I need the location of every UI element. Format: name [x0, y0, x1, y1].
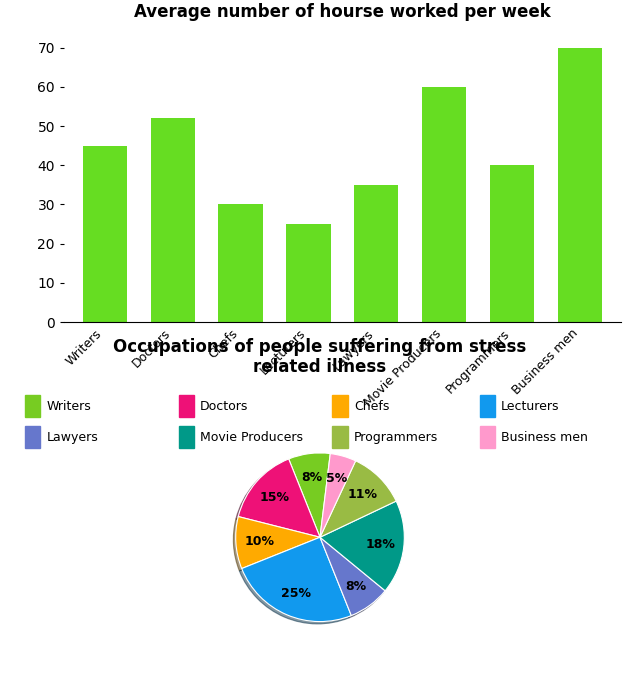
Text: Programmers: Programmers — [354, 431, 438, 444]
Bar — [179, 395, 194, 417]
Wedge shape — [289, 453, 330, 537]
Bar — [25, 395, 40, 417]
Title: Average number of hourse worked per week: Average number of hourse worked per week — [134, 3, 551, 21]
Wedge shape — [320, 537, 385, 615]
Wedge shape — [320, 501, 404, 591]
Text: Doctors: Doctors — [200, 400, 248, 412]
Wedge shape — [238, 459, 320, 537]
Text: Occupations of people suffering from stress
related illness: Occupations of people suffering from str… — [113, 337, 527, 377]
Wedge shape — [236, 517, 320, 568]
Bar — [150, 118, 195, 322]
Bar — [218, 204, 262, 322]
Bar — [480, 426, 495, 449]
Bar — [332, 395, 348, 417]
Bar — [490, 165, 534, 322]
Text: Chefs: Chefs — [354, 400, 389, 412]
Text: 8%: 8% — [301, 470, 323, 484]
Bar — [25, 426, 40, 449]
Text: 5%: 5% — [326, 473, 348, 485]
Bar — [355, 185, 399, 322]
Bar — [480, 395, 495, 417]
Text: Writers: Writers — [47, 400, 92, 412]
Text: 8%: 8% — [346, 580, 367, 593]
Text: Lawyers: Lawyers — [47, 431, 99, 444]
Text: 15%: 15% — [259, 491, 289, 504]
Bar — [179, 426, 194, 449]
Bar — [558, 48, 602, 322]
Bar — [83, 146, 127, 322]
Text: 10%: 10% — [244, 535, 275, 548]
Wedge shape — [242, 537, 351, 622]
Text: Business men: Business men — [501, 431, 588, 444]
Text: 11%: 11% — [348, 488, 378, 500]
Text: Lecturers: Lecturers — [501, 400, 560, 412]
Wedge shape — [320, 454, 356, 537]
Bar — [286, 224, 330, 322]
Text: 18%: 18% — [365, 538, 395, 551]
Wedge shape — [320, 461, 396, 537]
Text: Hours worked and stress levels amongst professionals in eight groups: Hours worked and stress levels amongst p… — [44, 666, 596, 680]
Bar — [422, 87, 467, 322]
Bar — [332, 426, 348, 449]
Text: Movie Producers: Movie Producers — [200, 431, 303, 444]
Text: 25%: 25% — [281, 587, 311, 599]
